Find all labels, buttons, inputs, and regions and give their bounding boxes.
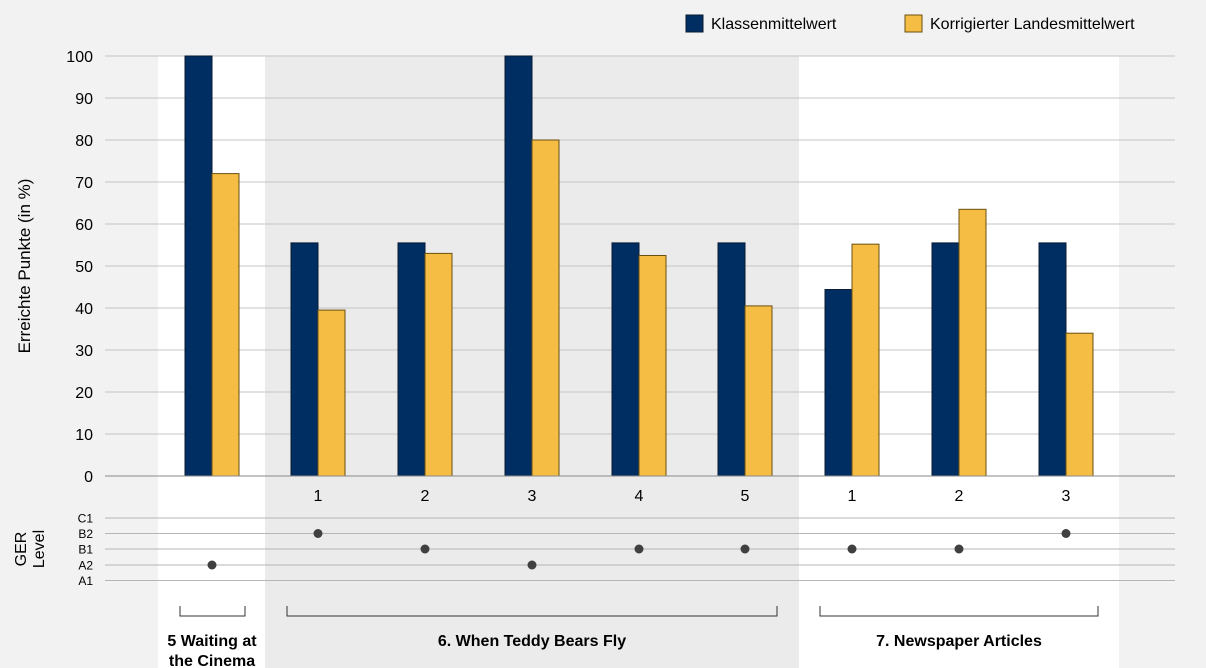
y-tick-label: 60 bbox=[75, 217, 93, 234]
y-tick-label: 80 bbox=[75, 133, 93, 150]
bar-landesmittelwert bbox=[531, 139, 560, 477]
ger-level-dot bbox=[207, 560, 217, 570]
group-label: 5 Waiting at bbox=[167, 633, 257, 650]
ger-level-dot bbox=[847, 544, 857, 554]
ger-level-dot bbox=[527, 560, 537, 570]
group-label: 7. Newspaper Articles bbox=[876, 633, 1042, 650]
bar-landesmittelwert bbox=[424, 252, 453, 477]
group-label: 6. When Teddy Bears Fly bbox=[438, 633, 626, 650]
bar-klassenmittelwert bbox=[931, 242, 960, 477]
bar-klassenmittelwert bbox=[717, 242, 746, 477]
group-labels: 5 Waiting at the Cinema 6. When Teddy Bear… bbox=[167, 606, 1099, 668]
bar-landesmittelwert bbox=[851, 243, 880, 477]
y-tick-label: 0 bbox=[84, 469, 93, 486]
bar-landesmittelwert bbox=[211, 173, 240, 477]
legend-label-landesmittelwert: Korrigierter Landesmittelwert bbox=[930, 16, 1135, 33]
y-tick-label: 10 bbox=[75, 427, 93, 444]
y-tick-label: 20 bbox=[75, 385, 93, 402]
bar-landesmittelwert bbox=[744, 305, 773, 477]
bar-klassenmittelwert bbox=[824, 289, 853, 477]
x-tick-label: 4 bbox=[635, 488, 644, 505]
bar-klassenmittelwert bbox=[504, 55, 533, 477]
ger-level-dot bbox=[954, 544, 964, 554]
y-tick-label: 100 bbox=[66, 49, 93, 66]
ger-level-dot bbox=[634, 544, 644, 554]
group-bracket bbox=[819, 606, 1099, 617]
ger-axis-label: Level bbox=[31, 530, 48, 568]
bars bbox=[184, 55, 1094, 477]
y-axis-label: Erreichte Punkte (in %) bbox=[15, 179, 34, 354]
group-bracket bbox=[179, 606, 246, 617]
ger-level-label: A1 bbox=[78, 574, 93, 588]
ger-axis-label: GER bbox=[13, 532, 30, 567]
bar-klassenmittelwert bbox=[1038, 242, 1067, 477]
legend-label-klassenmittelwert: Klassenmittelwert bbox=[711, 16, 837, 33]
x-tick-label: 3 bbox=[1062, 488, 1071, 505]
x-tick-label: 2 bbox=[421, 488, 430, 505]
x-tick-label: 3 bbox=[528, 488, 537, 505]
ger-level-label: A2 bbox=[78, 559, 93, 573]
bar-landesmittelwert bbox=[638, 255, 667, 477]
x-tick-label: 1 bbox=[314, 488, 323, 505]
y-tick-label: 70 bbox=[75, 175, 93, 192]
ger-level-dot bbox=[1061, 529, 1071, 538]
axes: 0 10 20 30 40 50 60 70 80 90 100 1 2 3 4 5 1 2 3 bbox=[66, 49, 1175, 505]
legend-swatch-landesmittelwert bbox=[904, 14, 923, 33]
ger-level-dot bbox=[313, 529, 323, 538]
ger-level-dot bbox=[740, 544, 750, 554]
bar-klassenmittelwert bbox=[397, 242, 426, 477]
legend-swatch-klassenmittelwert bbox=[685, 14, 704, 33]
group-bracket bbox=[286, 606, 778, 617]
bar-landesmittelwert bbox=[317, 309, 346, 477]
ger-level-label: C1 bbox=[78, 512, 94, 526]
x-tick-label: 2 bbox=[955, 488, 964, 505]
bar-landesmittelwert bbox=[958, 208, 987, 477]
x-tick-label: 1 bbox=[848, 488, 857, 505]
y-tick-label: 30 bbox=[75, 343, 93, 360]
y-tick-label: 40 bbox=[75, 301, 93, 318]
group-label: the Cinema bbox=[169, 653, 255, 668]
ger-level-label: B1 bbox=[78, 543, 93, 557]
bar-klassenmittelwert bbox=[611, 242, 640, 477]
y-tick-label: 90 bbox=[75, 91, 93, 108]
bar-landesmittelwert bbox=[1065, 332, 1094, 477]
bar-klassenmittelwert bbox=[184, 55, 213, 477]
x-tick-label: 5 bbox=[741, 488, 750, 505]
legend: Klassenmittelwert Korrigierter Landesmitt… bbox=[685, 14, 1135, 33]
ger-level-dot bbox=[420, 544, 430, 554]
y-tick-label: 50 bbox=[75, 259, 93, 276]
bar-klassenmittelwert bbox=[290, 242, 319, 477]
ger-level-label: B2 bbox=[78, 527, 93, 541]
